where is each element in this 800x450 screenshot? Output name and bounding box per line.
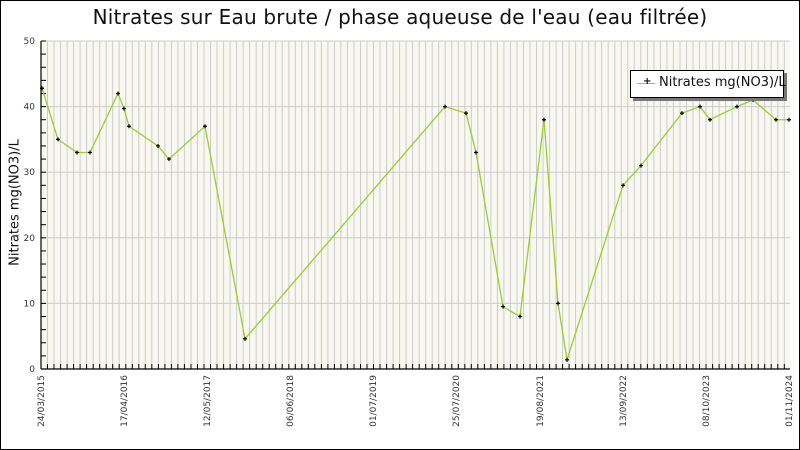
data-point-marker	[639, 163, 643, 168]
data-point-marker	[621, 183, 625, 188]
legend-marker-icon: +	[643, 76, 652, 87]
data-point-marker	[203, 124, 207, 129]
y-tick-label: 30	[24, 168, 36, 178]
y-tick-label: 50	[24, 37, 36, 47]
x-tick-label: 24/03/2015	[37, 375, 47, 427]
data-point-marker	[708, 117, 712, 122]
series-line	[41, 88, 789, 361]
data-point-marker	[474, 150, 478, 155]
x-tick-label: 06/06/2018	[286, 375, 296, 427]
data-point-marker	[167, 157, 171, 162]
chart-title: Nitrates sur Eau brute / phase aqueuse d…	[92, 5, 708, 29]
x-tick-label: 01/07/2019	[369, 375, 379, 427]
x-tick-label: 01/11/2024	[785, 375, 795, 427]
y-tick-label: 10	[24, 299, 36, 309]
data-point-marker	[565, 357, 569, 362]
chart-legend: + Nitrates mg(NO3)/L	[630, 70, 786, 98]
x-tick-label: 13/09/2022	[619, 375, 629, 427]
x-tick-label: 08/10/2023	[702, 375, 712, 427]
data-point-marker	[735, 104, 739, 109]
data-point-marker	[680, 111, 684, 116]
data-point-marker	[243, 336, 247, 341]
legend-line-swatch	[637, 83, 655, 84]
y-tick-label: 40	[24, 103, 36, 113]
data-point-marker	[774, 117, 778, 122]
x-tick-label: 12/05/2017	[203, 375, 213, 427]
data-point-marker	[751, 98, 755, 103]
data-point-marker	[75, 150, 79, 155]
data-point-marker	[56, 137, 60, 142]
data-point-marker	[122, 106, 126, 111]
data-point-marker	[698, 104, 702, 109]
data-point-marker	[156, 143, 160, 148]
data-point-marker	[40, 86, 44, 91]
data-point-marker	[501, 304, 505, 309]
legend-label: Nitrates mg(NO3)/L	[659, 75, 786, 90]
x-tick-label: 19/08/2021	[536, 375, 546, 427]
data-point-marker	[542, 117, 546, 122]
data-point-marker	[443, 104, 447, 109]
x-tick-label: 25/07/2020	[452, 375, 462, 427]
y-tick-label: 20	[24, 234, 36, 244]
x-tick-label: 17/04/2016	[120, 375, 130, 427]
data-point-marker	[127, 124, 131, 129]
data-point-marker	[787, 117, 791, 122]
data-point-marker	[518, 314, 522, 319]
data-point-marker	[88, 150, 92, 155]
data-point-marker	[464, 111, 468, 116]
y-tick-label: 0	[29, 365, 35, 375]
data-point-marker	[556, 301, 560, 306]
data-point-marker	[116, 91, 120, 96]
